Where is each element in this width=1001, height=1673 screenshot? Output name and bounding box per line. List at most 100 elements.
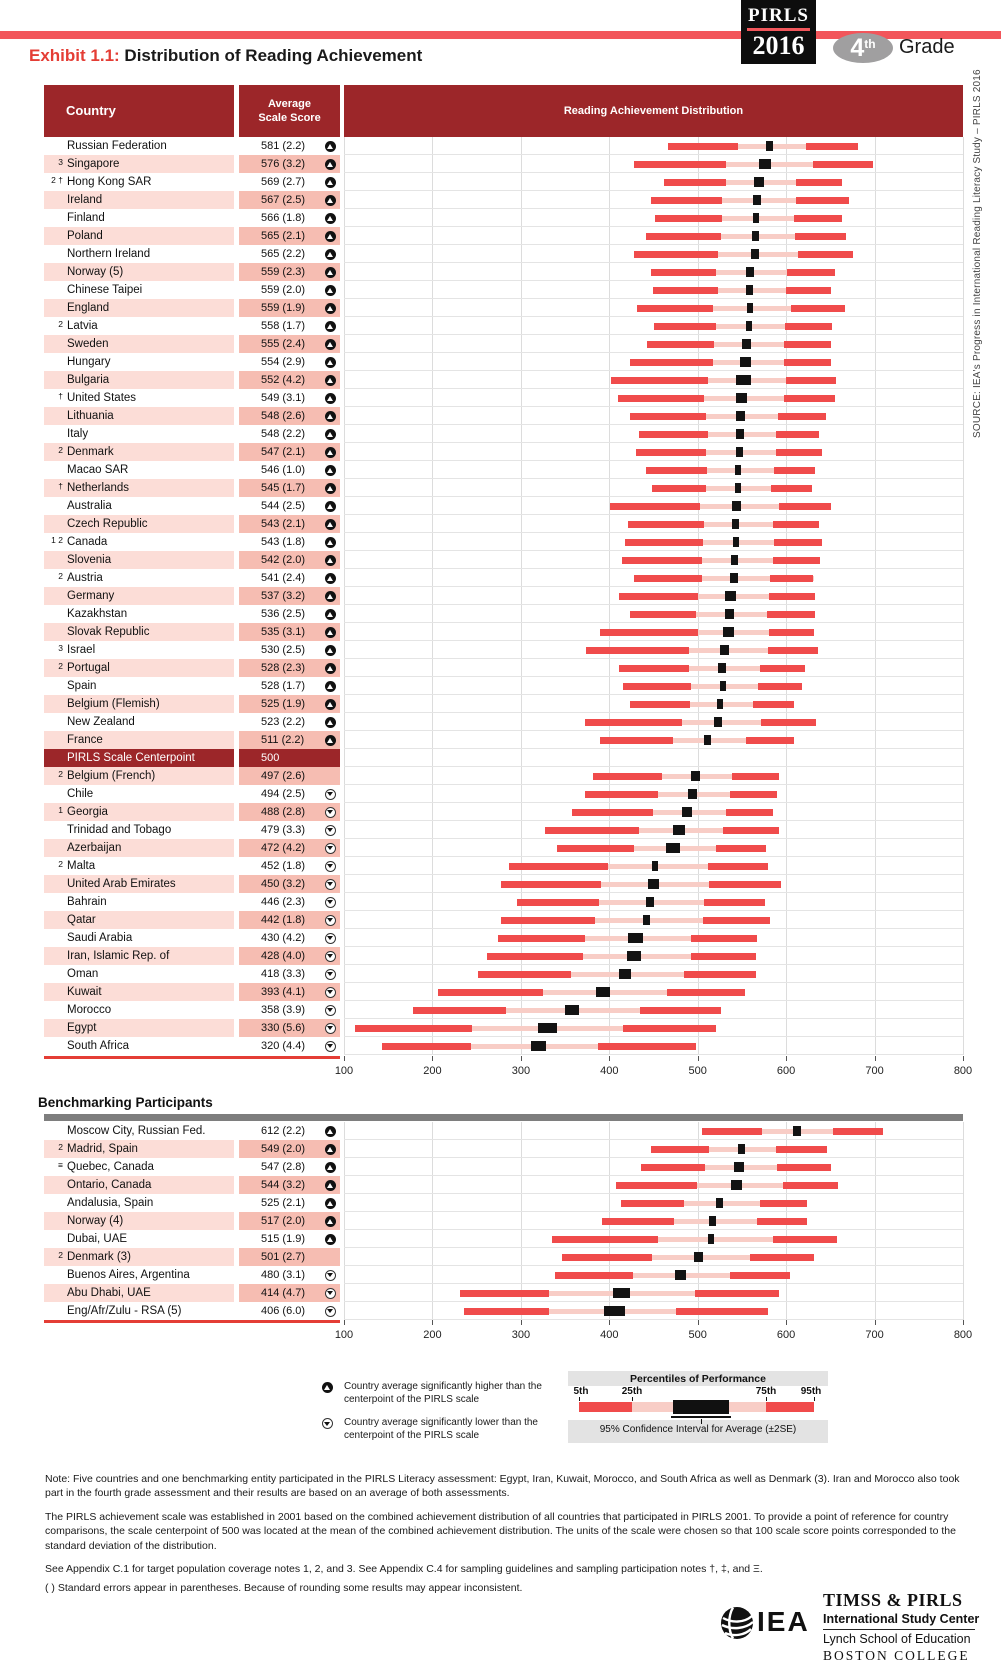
country-name: Iran, Islamic Rep. of (67, 950, 170, 962)
percentile-band-5-25 (621, 556, 703, 564)
confidence-interval-box (693, 1252, 704, 1262)
percentile-band-25-75 (654, 323, 833, 329)
axis-tick (963, 1320, 964, 1325)
percentile-band-75-95 (787, 268, 835, 276)
country-cell: Qatar (44, 911, 234, 929)
country-name: Trinidad and Tobago (67, 824, 172, 836)
country-cell: 2 Belgium (French) (44, 767, 234, 785)
distribution-cell (344, 299, 963, 317)
table-row: New Zealand 523 (2.2) (44, 713, 963, 731)
confidence-interval-box (751, 231, 759, 241)
percentile-band-75-95 (773, 538, 822, 546)
country-name: Bulgaria (67, 374, 110, 386)
gridline (344, 1122, 345, 1320)
axis-tick (344, 1056, 345, 1061)
table-row: Moscow City, Russian Fed. 612 (2.2) (44, 1122, 963, 1140)
percentile-band-75-95 (761, 718, 817, 726)
country-name: Saudi Arabia (67, 932, 133, 944)
percentile-band-5-25 (650, 268, 717, 276)
average-scale-score: 559 (2.0) (261, 284, 306, 296)
average-scale-score: 530 (2.5) (261, 644, 306, 656)
percentile-band-25-75 (634, 575, 814, 581)
average-scale-score: 566 (1.8) (261, 212, 306, 224)
percentile-band-5-25 (652, 286, 718, 294)
country-name: Azerbaijan (67, 842, 122, 854)
average-scale-score: 393 (4.1) (261, 986, 306, 998)
confidence-interval-box (688, 789, 697, 799)
average-scale-score: 612 (2.2) (261, 1125, 306, 1137)
arrow-down-icon (325, 896, 336, 908)
percentile-band-5-25 (641, 1163, 705, 1171)
top-accent-band (0, 31, 1001, 39)
arrow-up-icon (325, 446, 336, 458)
table-row: 1 Georgia 488 (2.8) (44, 803, 963, 821)
percentile-band-75-95 (703, 916, 771, 924)
country-cell: PIRLS Scale Centerpoint (44, 749, 234, 767)
score-cell: 442 (1.8) (239, 911, 340, 929)
country-cell: Ontario, Canada (44, 1176, 234, 1194)
confidence-interval-box (732, 519, 740, 529)
percentile-band-25-75 (500, 881, 781, 887)
average-scale-score: 567 (2.5) (261, 194, 306, 206)
country-name: Morocco (67, 1004, 112, 1016)
percentile-band-5-25 (487, 952, 583, 960)
table-row: Qatar 442 (1.8) (44, 911, 963, 929)
iea-logo-text: IEA (757, 1606, 810, 1637)
note-3: See Appendix C.1 for target population c… (45, 1563, 763, 1576)
distribution-cell (344, 821, 963, 839)
logo-pirls-text: PIRLS (748, 5, 809, 26)
percentiles-legend-box: Percentiles of Performance 5th 25th 75th… (568, 1371, 828, 1443)
arrow-down-icon (325, 1269, 336, 1281)
table-row: 2 Austria 541 (2.4) (44, 569, 963, 587)
percentile-band-5-25 (509, 862, 609, 870)
score-cell: 418 (3.3) (239, 965, 340, 983)
score-cell: 549 (3.1) (239, 389, 340, 407)
country-cell: Slovak Republic (44, 623, 234, 641)
percentile-band-25-75 (572, 809, 773, 815)
average-scale-score: 511 (2.2) (261, 734, 305, 746)
percentile-band-25-75 (544, 827, 779, 833)
table-row: † Netherlands 545 (1.7) (44, 479, 963, 497)
percentile-band-75-95 (703, 898, 765, 906)
country-name: France (67, 734, 103, 746)
country-name: Czech Republic (67, 518, 148, 530)
country-cell: 3 Singapore (44, 155, 234, 173)
country-cell: Poland (44, 227, 234, 245)
average-scale-score: 548 (2.6) (261, 410, 306, 422)
arrow-up-icon (325, 392, 336, 404)
percentile-band-75-95 (786, 376, 836, 384)
benchmark-table-body: Moscow City, Russian Fed. 612 (2.2) 2 Madri… (44, 1122, 964, 1320)
percentile-band-5-25 (667, 142, 739, 150)
average-scale-score: 549 (2.0) (261, 1143, 306, 1155)
country-name: Macao SAR (67, 464, 129, 476)
table-row: Germany 537 (3.2) (44, 587, 963, 605)
country-name: Ontario, Canada (67, 1179, 152, 1191)
average-scale-score: 559 (1.9) (261, 302, 306, 314)
confidence-interval-box (740, 357, 751, 367)
percentile-band-5-25 (616, 1181, 697, 1189)
percentile-band-5-25 (639, 430, 709, 438)
average-scale-score: 525 (2.1) (261, 1197, 306, 1209)
note-1: Note: Five countries and one benchmarkin… (45, 1473, 960, 1500)
percentile-band-25-75 (652, 287, 832, 293)
coverage-note-superscript: 1 2 (51, 535, 63, 545)
axis-tick-label: 200 (423, 1329, 442, 1341)
percentile-band-25-75 (629, 359, 832, 365)
country-cell: Iran, Islamic Rep. of (44, 947, 234, 965)
confidence-interval-box (736, 375, 752, 385)
axis-tick-label: 200 (423, 1065, 442, 1077)
score-cell: 559 (1.9) (239, 299, 340, 317)
country-name: Kazakhstan (67, 608, 128, 620)
percentile-band-75-95 (772, 1235, 838, 1243)
percentile-band-25-75 (629, 701, 795, 707)
distribution-cell (344, 407, 963, 425)
percentile-band-5-25 (619, 664, 689, 672)
distribution-cell (344, 209, 963, 227)
distribution-cell (344, 911, 963, 929)
distribution-cell (344, 425, 963, 443)
score-cell: 549 (2.0) (239, 1140, 340, 1158)
percentile-band-75-95 (783, 394, 835, 402)
country-name: Hungary (67, 356, 111, 368)
average-scale-score: 547 (2.1) (261, 446, 306, 458)
table-row: Kazakhstan 536 (2.5) (44, 605, 963, 623)
